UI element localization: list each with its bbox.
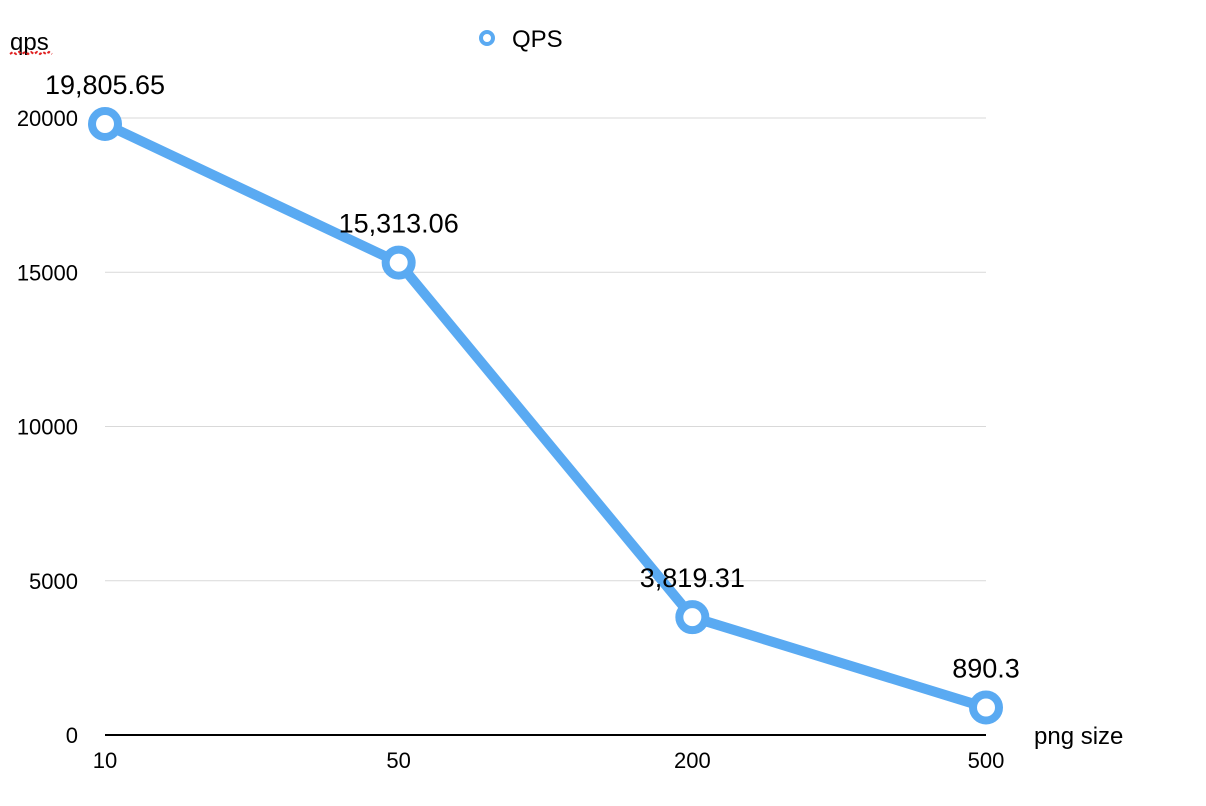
x-tick-label: 500 [968, 748, 1005, 773]
spellcheck-underline [9, 50, 53, 56]
series-line-qps [100, 118, 991, 713]
legend-label-qps: QPS [512, 26, 563, 53]
legend: QPS [479, 26, 563, 53]
legend-marker-qps [479, 30, 495, 46]
data-label: 3,819.31 [640, 563, 745, 593]
y-tick-label: 20000 [17, 106, 78, 131]
y-tick-label: 5000 [29, 569, 78, 594]
data-point [88, 106, 122, 141]
gridlines [105, 117, 986, 582]
y-axis-label: qps [10, 29, 49, 56]
data-labels: 19,805.65 15,313.06 3,819.31 890.3 [45, 70, 1020, 684]
y-tick-label: 10000 [17, 415, 78, 440]
x-tick-label: 50 [386, 748, 410, 773]
data-label: 19,805.65 [45, 70, 165, 100]
data-point [969, 690, 1003, 725]
data-point [381, 245, 416, 280]
data-points [88, 106, 1003, 725]
data-label: 890.3 [952, 654, 1020, 684]
y-tick-label: 0 [66, 723, 78, 748]
x-axis-ticks: 10 50 200 500 [93, 748, 1005, 773]
data-label: 15,313.06 [339, 209, 459, 239]
y-axis-ticks: 0 5000 10000 15000 20000 [17, 106, 78, 748]
data-point [675, 600, 710, 635]
x-tick-label: 10 [93, 748, 117, 773]
y-tick-label: 15000 [17, 260, 78, 285]
x-axis-label: png size [1034, 723, 1123, 750]
x-tick-label: 200 [674, 748, 711, 773]
